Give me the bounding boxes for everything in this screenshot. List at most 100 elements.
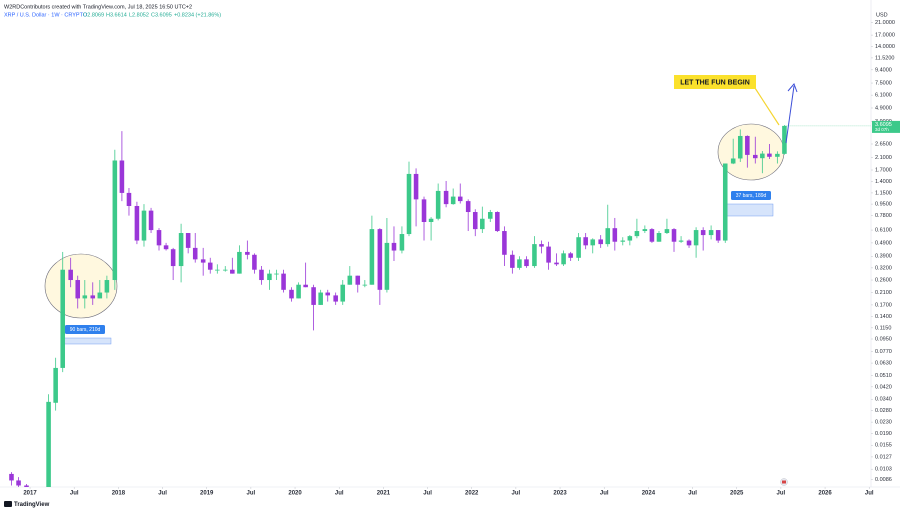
- date-range-box: [60, 337, 112, 345]
- x-tick-label: Jul: [865, 491, 874, 497]
- candle-body: [532, 244, 537, 267]
- candle-body: [472, 212, 478, 230]
- candle-body: [148, 210, 154, 231]
- candle-body: [428, 218, 434, 223]
- y-tick-label: 7.5000: [875, 81, 892, 87]
- range-label-box: [731, 191, 771, 200]
- candle-body: [185, 233, 191, 248]
- candle-body: [170, 249, 176, 267]
- x-tick-label: Jul: [777, 491, 786, 497]
- candle-body: [112, 160, 118, 281]
- candle-body: [546, 246, 551, 263]
- last-price-label: 3.6095: [875, 122, 892, 128]
- x-tick-label: Jul: [335, 491, 344, 497]
- candle-body: [391, 242, 397, 251]
- x-tick-label: 2018: [112, 491, 126, 497]
- candle-body: [715, 230, 721, 241]
- y-tick-label: 0.0280: [875, 408, 892, 414]
- candle-body: [53, 367, 58, 403]
- x-tick-label: 2023: [553, 491, 567, 497]
- candle-body: [75, 280, 81, 299]
- y-tick-label: 0.0103: [875, 467, 892, 473]
- candle-body: [259, 269, 264, 281]
- candle-body: [126, 192, 132, 206]
- candle-body: [362, 284, 368, 286]
- candle-body: [245, 251, 250, 255]
- candle-body: [303, 284, 308, 288]
- y-tick-label: 21.0000: [875, 20, 895, 26]
- x-tick-label: Jul: [247, 491, 256, 497]
- candle-body: [568, 253, 573, 258]
- candle-body: [612, 228, 618, 242]
- y-tick-label: 17.0000: [875, 33, 895, 39]
- x-tick-label: 2020: [288, 491, 302, 497]
- candle-body: [347, 275, 353, 285]
- candle-body: [406, 173, 412, 235]
- candle-body: [782, 125, 787, 154]
- candle-body: [289, 289, 294, 299]
- x-tick-label: 2019: [200, 491, 214, 497]
- candle-body: [119, 160, 125, 193]
- candle-body: [68, 269, 73, 281]
- candle-body: [435, 190, 441, 219]
- candle-body: [576, 237, 581, 258]
- candle-body: [465, 201, 471, 213]
- y-tick-label: 0.1150: [875, 325, 891, 331]
- candle-body: [664, 229, 670, 234]
- x-tick-label: 2021: [377, 491, 391, 497]
- candle-body: [134, 205, 140, 241]
- candle-body: [318, 292, 323, 305]
- y-tick-label: 11.5200: [875, 55, 894, 61]
- y-tick-label: 2.6500: [875, 141, 892, 147]
- x-tick-label: Jul: [70, 491, 79, 497]
- brand-name: TradingView: [14, 502, 50, 508]
- candle-body: [634, 231, 640, 237]
- y-tick-label: 4.9000: [875, 105, 892, 111]
- candle-body: [693, 230, 699, 246]
- candle-body: [104, 280, 110, 293]
- candle-body: [333, 295, 338, 302]
- x-tick-label: 2026: [818, 491, 832, 497]
- candle-body: [325, 292, 331, 296]
- candle-body: [480, 218, 485, 230]
- y-tick-label: 6.1000: [875, 93, 892, 99]
- candle-body: [207, 262, 213, 270]
- y-tick-label: 2.1000: [875, 155, 892, 161]
- candle-body: [775, 153, 780, 157]
- candle-body: [656, 233, 662, 242]
- event-flag: [782, 480, 786, 484]
- brand-logo: [4, 501, 12, 507]
- y-tick-label: 1.1500: [875, 190, 892, 196]
- y-tick-label: 0.0510: [875, 373, 892, 379]
- candle-body: [274, 273, 279, 275]
- candle-body: [590, 239, 596, 246]
- x-tick-label: 2024: [642, 491, 656, 497]
- ohlc-low: L2.8052: [129, 12, 149, 18]
- y-tick-label: 0.3200: [875, 265, 892, 271]
- candle-body: [267, 273, 272, 281]
- candle-body: [296, 284, 301, 299]
- candle-body: [377, 229, 383, 290]
- candle-body: [700, 230, 706, 236]
- arrow-head: [787, 83, 798, 93]
- y-tick-label: 0.0950: [875, 336, 892, 342]
- candle-body: [384, 242, 390, 290]
- y-tick-label: 0.0420: [875, 384, 892, 390]
- candle-body: [421, 199, 427, 223]
- candle-body: [722, 163, 728, 241]
- y-tick-label: 0.0086: [875, 477, 892, 483]
- candle-body: [178, 233, 184, 267]
- candle-body: [369, 229, 375, 285]
- candle-body: [46, 401, 51, 487]
- candle-body: [90, 295, 96, 299]
- candle-body: [24, 485, 29, 487]
- callout-text: LET THE FUN BEGIN: [680, 79, 750, 86]
- candle-body: [163, 245, 169, 250]
- candle-body: [524, 259, 529, 267]
- y-tick-label: 0.4900: [875, 240, 892, 246]
- candle-body: [97, 292, 103, 299]
- credit: W2RDContributors created with TradingVie…: [4, 4, 192, 10]
- y-tick-label: 0.3900: [875, 254, 892, 260]
- last-price-countdown: 3d 07h: [875, 127, 889, 132]
